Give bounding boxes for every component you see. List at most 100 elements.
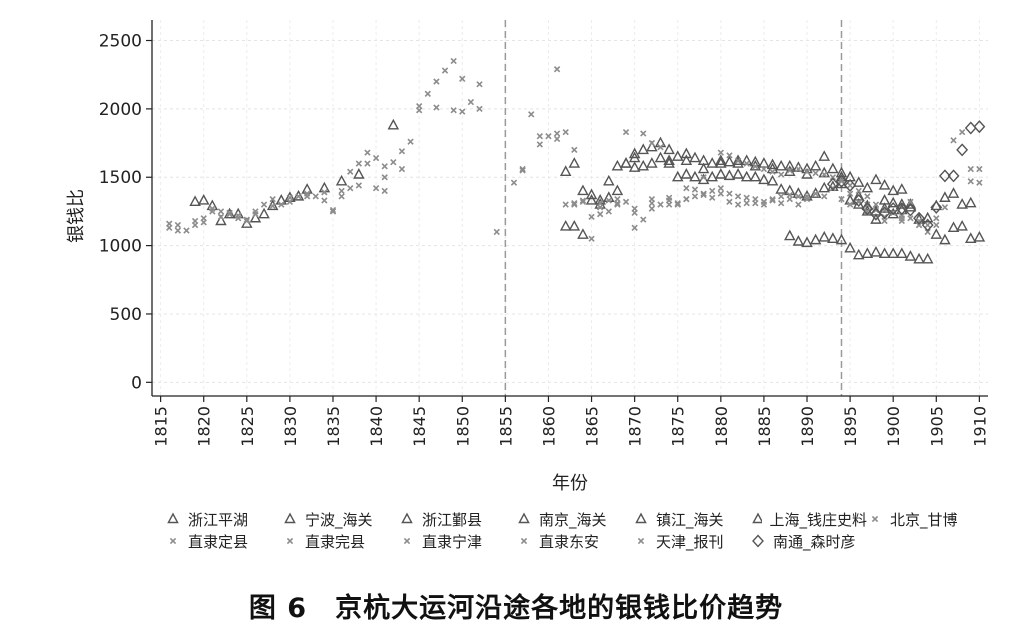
data-point bbox=[812, 169, 819, 177]
data-point bbox=[749, 170, 762, 182]
data-point bbox=[896, 183, 908, 194]
data-point bbox=[734, 193, 742, 200]
data-point bbox=[821, 171, 828, 178]
data-point bbox=[674, 201, 681, 208]
data-point bbox=[605, 208, 612, 215]
data-point bbox=[827, 162, 839, 174]
data-point bbox=[809, 159, 822, 171]
legend-label: 上海_钱庄史料 bbox=[769, 510, 867, 529]
legend-marker bbox=[518, 512, 530, 524]
y-tick-label: 1000 bbox=[99, 237, 142, 257]
legend-item: 宁波_海关 bbox=[282, 509, 399, 530]
data-point bbox=[939, 233, 951, 245]
legend-marker-icon bbox=[637, 537, 645, 545]
data-point bbox=[577, 184, 589, 196]
data-point bbox=[519, 165, 526, 173]
data-point bbox=[947, 187, 960, 198]
data-point bbox=[967, 165, 974, 173]
data-point bbox=[689, 151, 701, 163]
legend-item: 浙江鄞县 bbox=[399, 509, 516, 530]
data-point bbox=[353, 168, 365, 179]
legend: 浙江平湖 宁波_海关 浙江鄞县 南京_海关 镇江_海关 上海_钱庄史料 北京_甘博 直隶定县… bbox=[165, 508, 995, 552]
data-point bbox=[528, 111, 535, 118]
data-point bbox=[890, 209, 897, 216]
data-point bbox=[683, 185, 690, 192]
data-point bbox=[631, 205, 638, 212]
data-point bbox=[803, 193, 811, 200]
data-point bbox=[752, 163, 759, 170]
data-point bbox=[933, 215, 940, 222]
legend-marker bbox=[635, 512, 647, 524]
data-point bbox=[752, 200, 759, 207]
data-point bbox=[887, 202, 900, 216]
data-point bbox=[835, 233, 848, 245]
legend-item: 天津_报刊 bbox=[633, 531, 750, 552]
data-point bbox=[571, 200, 578, 207]
data-point bbox=[536, 141, 544, 148]
legend-marker bbox=[401, 512, 413, 524]
data-point bbox=[295, 193, 302, 200]
legend-marker bbox=[520, 537, 528, 545]
data-point bbox=[614, 201, 621, 208]
x-tick-label: 1850 bbox=[453, 406, 472, 447]
scatter-chart: 0 500 1000 1500 2000 2500 1815 1820 1825 1830 1835… bbox=[66, 20, 989, 494]
data-point bbox=[424, 90, 431, 97]
data-point bbox=[571, 146, 578, 154]
data-point bbox=[174, 227, 182, 234]
data-point bbox=[665, 201, 673, 208]
data-point bbox=[398, 165, 406, 173]
y-tick-label: 2000 bbox=[99, 100, 142, 120]
data-point bbox=[355, 182, 363, 189]
data-point bbox=[818, 181, 831, 193]
data-point bbox=[956, 198, 968, 209]
data-point bbox=[700, 190, 707, 197]
data-point bbox=[654, 136, 667, 148]
legend-item: 直隶完县 bbox=[282, 531, 399, 552]
x-tick-label: 1870 bbox=[626, 406, 645, 447]
data-point bbox=[278, 201, 285, 208]
legend-item: 北京_甘博 bbox=[867, 509, 984, 530]
data-point bbox=[249, 211, 262, 223]
data-point bbox=[758, 157, 770, 168]
x-tick-label: 1840 bbox=[367, 406, 386, 447]
data-point bbox=[786, 167, 793, 174]
data-point bbox=[941, 204, 949, 211]
data-point bbox=[973, 230, 986, 242]
x-axis-label: 年份 bbox=[552, 473, 588, 494]
legend-label: 天津_报刊 bbox=[656, 532, 724, 551]
data-point bbox=[921, 218, 934, 232]
data-point bbox=[967, 178, 974, 185]
data-point bbox=[269, 195, 276, 203]
data-point bbox=[956, 143, 969, 157]
y-tick-label: 1500 bbox=[99, 168, 142, 188]
data-point bbox=[887, 247, 899, 259]
data-point bbox=[260, 201, 268, 208]
data-point bbox=[387, 118, 400, 130]
data-point bbox=[907, 215, 914, 222]
data-point bbox=[717, 185, 724, 192]
data-point bbox=[783, 184, 796, 196]
data-point bbox=[338, 187, 345, 195]
data-point bbox=[381, 163, 388, 170]
data-point bbox=[852, 176, 865, 187]
data-point bbox=[913, 211, 925, 225]
legend-item: 直隶定县 bbox=[165, 531, 282, 552]
data-point bbox=[709, 187, 716, 195]
legend-marker-icon bbox=[284, 512, 296, 524]
data-point bbox=[571, 201, 578, 208]
data-point bbox=[166, 224, 173, 231]
data-point bbox=[715, 154, 727, 166]
data-point bbox=[559, 165, 572, 176]
legend-marker-icon bbox=[403, 537, 411, 545]
data-point bbox=[715, 168, 727, 179]
data-point bbox=[697, 162, 710, 174]
data-point bbox=[766, 174, 779, 186]
data-point bbox=[215, 214, 227, 226]
data-points bbox=[166, 57, 986, 264]
data-point bbox=[921, 211, 934, 223]
data-point bbox=[700, 191, 707, 199]
data-point bbox=[510, 179, 518, 186]
data-point bbox=[956, 219, 968, 231]
data-point bbox=[467, 98, 475, 106]
data-point bbox=[812, 190, 819, 197]
